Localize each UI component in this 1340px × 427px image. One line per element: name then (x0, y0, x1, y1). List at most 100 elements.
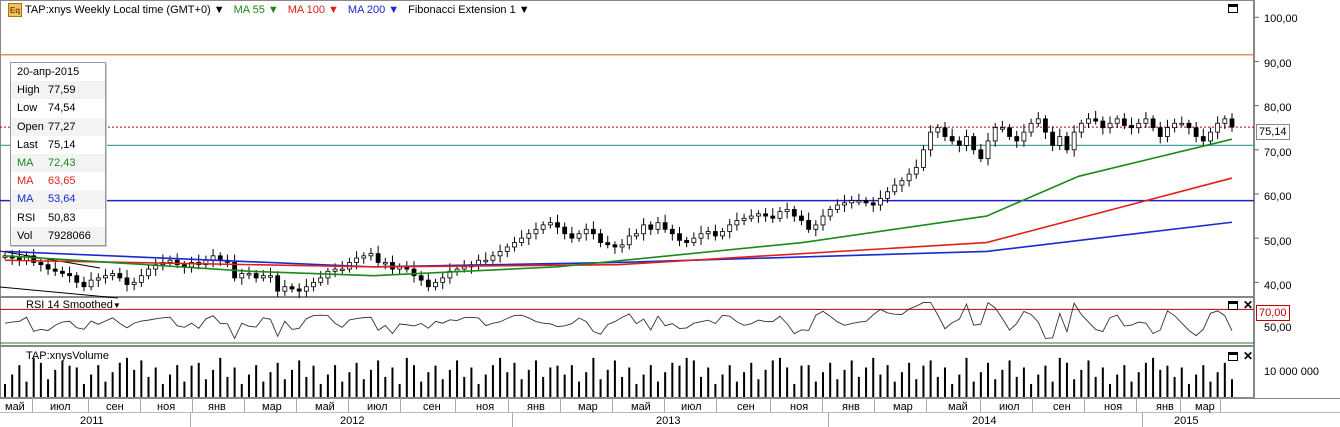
time-axis-month: июл (367, 401, 388, 413)
volume-bar (111, 372, 114, 397)
maximize-rsi-pane-icon[interactable] (1228, 301, 1238, 310)
candle-body (885, 191, 890, 199)
info-row-value: 53,64 (48, 193, 76, 206)
chevron-down-icon[interactable]: ▼ (267, 4, 279, 16)
symbol-label[interactable]: TAP:xnys Weekly Local time (GMT+0) (25, 4, 211, 16)
candle-body (1078, 122, 1084, 133)
chevron-down-icon[interactable]: ▼ (328, 4, 339, 16)
volume-bar (534, 360, 537, 397)
ma100-label[interactable]: MA 100 (287, 4, 326, 16)
ma55-label[interactable]: MA 55 (233, 4, 265, 16)
volume-bar (1008, 360, 1011, 397)
candle-body (619, 244, 625, 248)
volume-bar (25, 381, 28, 397)
volume-bar (305, 376, 308, 397)
volume-bar (1001, 369, 1004, 397)
volume-bar (520, 379, 523, 397)
candle-body (1014, 136, 1020, 142)
candle-body (375, 253, 381, 263)
volume-bar (118, 362, 121, 397)
time-axis-month: ноя (790, 401, 809, 413)
close-volume-pane-icon[interactable]: ✕ (1243, 349, 1254, 363)
candle-body (720, 231, 725, 237)
info-row: RSI 50,83 (11, 208, 105, 227)
time-axis-month: сен (737, 401, 755, 413)
ma200-label[interactable]: MA 200 (347, 4, 386, 16)
candle-body (906, 173, 912, 182)
volume-bar (463, 376, 466, 397)
candle-body (576, 233, 582, 239)
close-rsi-pane-icon[interactable]: ✕ (1243, 298, 1254, 312)
candle-body (167, 259, 173, 263)
volume-bar (269, 372, 272, 397)
time-axis-month: мар (1195, 401, 1215, 413)
candle-body (1222, 118, 1228, 124)
volume-bar (822, 372, 824, 397)
volume-bar (1202, 365, 1205, 397)
volume-bar (420, 381, 423, 397)
volume-bar (743, 372, 746, 397)
info-row-value: 77,59 (48, 84, 76, 97)
volume-bar (11, 374, 14, 397)
volume-bar (1209, 381, 1212, 397)
time-axis-month: ноя (157, 401, 176, 413)
rsi-pane-title[interactable]: RSI 14 Smoothed▼ (26, 299, 121, 311)
rsi-line (4, 301, 1233, 340)
time-axis-month: ноя (1104, 401, 1123, 413)
volume-bar (1015, 376, 1018, 397)
maximize-volume-pane-icon[interactable] (1228, 352, 1238, 361)
candle-body (892, 184, 898, 193)
candle-body (461, 266, 467, 270)
candle-body (131, 281, 137, 285)
fibonacci-label[interactable]: Fibonacci Extension 1 (408, 4, 516, 16)
chevron-down-icon[interactable]: ▼ (112, 301, 121, 310)
time-axis-month: сен (106, 401, 124, 413)
volume-bar (829, 362, 832, 397)
chevron-down-icon[interactable]: ▼ (518, 4, 530, 16)
candle-body (598, 233, 603, 243)
volume-bar (1216, 372, 1219, 397)
volume-bar (125, 357, 128, 397)
candle-body (1043, 118, 1048, 133)
equity-icon[interactable]: Eq (8, 3, 22, 17)
candle-body (1035, 118, 1041, 124)
candle-body (669, 228, 675, 235)
candle-body (146, 268, 151, 277)
volume-bar (169, 374, 172, 397)
info-row-value: 72,43 (48, 156, 76, 169)
volume-bar (470, 367, 473, 397)
volume-bar (649, 365, 652, 397)
fibonacci-trend-line (0, 286, 119, 299)
volume-bar (97, 365, 100, 397)
volume-bar (233, 367, 236, 397)
candle-body (311, 281, 316, 288)
chevron-down-icon[interactable]: ▼ (388, 4, 400, 16)
volume-bar (1058, 357, 1061, 397)
info-row-label: Vol (17, 229, 33, 242)
volume-bar (90, 374, 93, 397)
maximize-main-pane-icon[interactable] (1228, 4, 1238, 13)
chevron-down-icon[interactable]: ▼ (213, 4, 225, 16)
volume-bar (965, 357, 968, 397)
volume-bar (771, 360, 774, 397)
candle-body (282, 286, 288, 292)
volume-pane-title[interactable]: TAP:xnysVolume (26, 350, 109, 362)
candle-body (856, 200, 862, 203)
candle-body (497, 251, 503, 257)
candle-body (74, 275, 80, 283)
candle-body (605, 242, 611, 246)
candle-body (1229, 118, 1235, 128)
volume-bar (642, 374, 645, 397)
candle-body (382, 262, 388, 265)
volume-bar (75, 367, 78, 397)
candle-body (763, 213, 768, 217)
volume-bar (1044, 365, 1047, 397)
time-axis-month: май (315, 401, 335, 413)
volume-bar (707, 367, 710, 397)
volume-bar (362, 379, 365, 397)
volume-bar (635, 383, 638, 397)
candle-body (777, 211, 783, 219)
volume-bar (161, 383, 164, 397)
time-axis-month: янв (842, 401, 860, 413)
